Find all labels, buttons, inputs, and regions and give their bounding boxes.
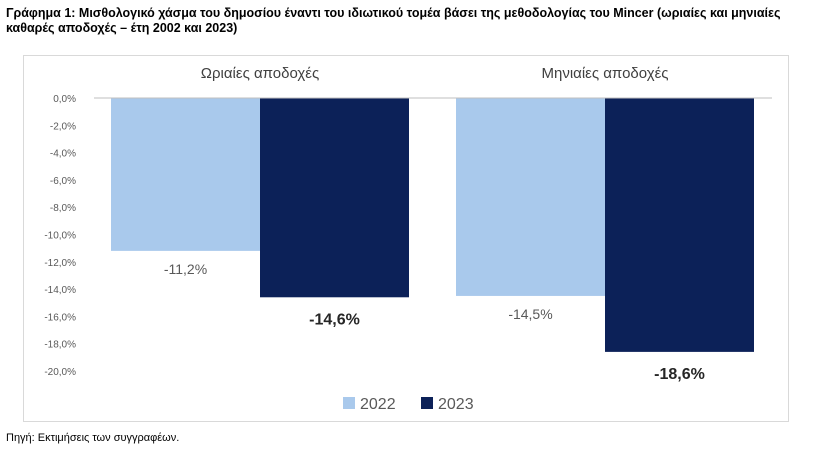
legend-label: 2022 xyxy=(360,396,396,413)
y-tick-label: -14,0% xyxy=(44,285,76,296)
y-tick-label: -18,0% xyxy=(44,340,76,351)
category-label: Μηνιαίες αποδοχές xyxy=(542,65,669,82)
bar-2023 xyxy=(260,98,409,298)
y-tick-label: 0,0% xyxy=(53,94,76,105)
data-label: -14,5% xyxy=(508,306,552,322)
bar-2022 xyxy=(456,98,605,296)
source-note: Πηγή: Εκτιμήσεις των συγγραφέων. xyxy=(6,432,180,444)
bar-2023 xyxy=(605,98,754,352)
y-tick-label: -16,0% xyxy=(44,312,76,323)
category-label: Ωριαίες αποδοχές xyxy=(201,65,319,82)
chart-title: Γράφημα 1: Μισθολογικό χάσμα του δημοσίο… xyxy=(6,6,781,35)
bar-2022 xyxy=(111,98,260,251)
y-tick-label: -8,0% xyxy=(50,203,76,214)
data-label: -14,6% xyxy=(309,311,360,328)
legend-swatch-2022 xyxy=(343,397,355,409)
legend-label: 2023 xyxy=(438,396,474,413)
y-tick-label: -6,0% xyxy=(50,176,76,187)
data-label: -18,6% xyxy=(654,366,705,383)
y-tick-label: -2,0% xyxy=(50,121,76,132)
legend-swatch-2023 xyxy=(421,397,433,409)
data-label: -11,2% xyxy=(164,261,207,277)
y-tick-label: -12,0% xyxy=(44,258,76,269)
chart-frame xyxy=(23,55,789,422)
y-tick-label: -10,0% xyxy=(44,231,76,242)
y-tick-label: -4,0% xyxy=(50,149,76,160)
y-tick-label: -20,0% xyxy=(44,367,76,378)
